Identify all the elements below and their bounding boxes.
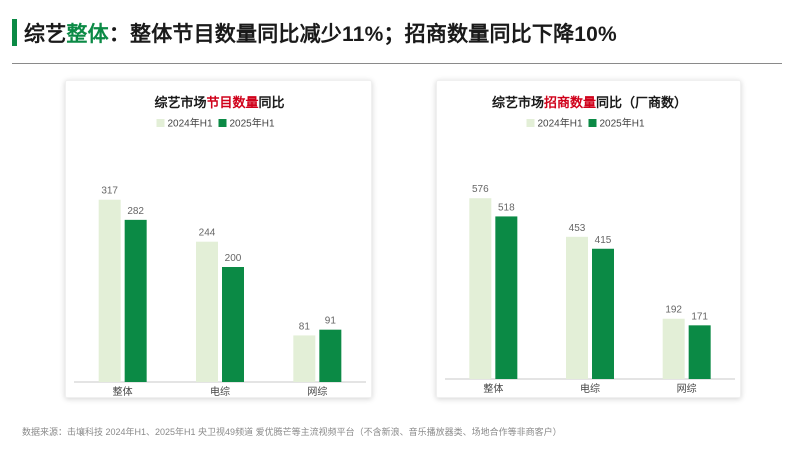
bar [469,198,492,379]
program-count-chart-card: 综艺市场节目数量同比 2024年H1 2025年H1 317 282 整体 244 200 电综… [65,80,372,398]
legend-swatch [156,119,165,127]
bar [566,236,588,379]
data-source-note: 数据来源：击壤科技 2024年H1、2025年H1 央卫视49频道 爱优腾芒等主… [22,427,562,437]
page-title: 综艺整体：整体节目数量同比减少11%；招商数量同比下降10% [24,18,617,48]
data-label: 171 [691,311,708,322]
x-tick-label: 电综 [210,385,230,398]
x-tick-label: 整体 [113,385,133,398]
data-label: 91 [325,316,337,327]
title-divider [12,63,782,64]
bar [98,199,121,382]
title-highlight: 整体 [66,23,109,46]
data-label: 81 [299,321,311,332]
title-part-3: ：整体节目数量同比减少11%；招商数量同比下降10% [108,23,617,46]
legend-label: 2024年H1 [168,117,213,130]
chart-svg: 综艺市场节目数量同比 2024年H1 2025年H1 317 282 整体 244 200 电综… [74,95,366,398]
data-label: 317 [101,186,118,197]
data-label: 200 [225,253,242,264]
data-label: 192 [665,305,682,316]
legend-label: 2025年H1 [230,117,275,130]
data-label: 282 [127,206,144,217]
title-part-1: 综艺 [24,23,67,46]
bar [319,329,342,382]
x-tick-label: 电综 [580,382,600,395]
bar [688,325,711,379]
legend-swatch [218,119,227,127]
legend-swatch [526,119,535,127]
data-label: 415 [595,235,612,246]
x-tick-label: 网综 [307,385,327,398]
chart-title: 综艺市场招商数量同比（厂商数） [492,95,687,110]
bar [662,318,685,379]
bar [495,216,518,379]
x-tick-label: 整体 [483,382,503,395]
x-tick-label: 网综 [677,382,697,395]
sponsor-count-chart-card: 综艺市场招商数量同比（厂商数） 2024年H1 2025年H1 576 518 整体 453… [436,80,741,398]
legend-swatch [588,119,597,127]
chart-title: 综艺市场节目数量同比 [154,95,284,110]
title-accent-bar [12,19,17,46]
bar [222,267,244,382]
chart-svg: 综艺市场招商数量同比（厂商数） 2024年H1 2025年H1 576 518 整体 453… [445,95,735,395]
bar [196,241,218,382]
bar [293,335,316,382]
data-label: 453 [569,223,586,234]
chart-legend: 2024年H1 2025年H1 [156,117,275,130]
data-label: 244 [199,228,216,239]
legend-label: 2025年H1 [600,117,645,130]
data-label: 518 [498,202,515,213]
bar [124,219,147,382]
chart-legend: 2024年H1 2025年H1 [526,117,645,130]
bar [592,248,614,379]
data-label: 576 [472,184,489,195]
legend-label: 2024年H1 [538,117,583,130]
